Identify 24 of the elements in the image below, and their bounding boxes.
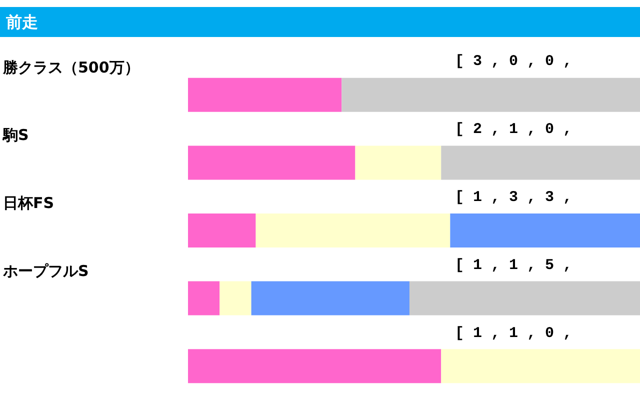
bar <box>450 214 640 248</box>
annotation: [ 1 , 1 , 5 , <box>455 257 572 274</box>
annotation: [ 1 , 1 , 0 , <box>455 325 572 342</box>
y-tick-label: ホープフルS <box>2 262 89 280</box>
bar <box>441 349 640 384</box>
annotation: [ 1 , 3 , 3 , <box>455 189 572 206</box>
y-tick-label: 勝クラス（500万） <box>2 58 140 76</box>
bar <box>409 281 640 316</box>
bar <box>256 214 450 248</box>
bar <box>342 78 640 112</box>
y-tick-label: 駒S <box>2 126 29 144</box>
text: 前走 <box>5 12 38 32</box>
bar <box>188 78 342 112</box>
bar <box>251 281 410 316</box>
bar <box>188 349 442 384</box>
bar <box>188 281 220 316</box>
y-tick-label: 日杯FS <box>3 194 54 212</box>
annotation: [ 3 , 0 , 0 , <box>455 53 572 70</box>
annotation: [ 2 , 1 , 0 , <box>455 121 572 138</box>
bar <box>188 146 356 180</box>
bar <box>441 146 640 180</box>
bar <box>220 281 252 316</box>
bar <box>355 146 442 180</box>
bar <box>188 214 256 248</box>
